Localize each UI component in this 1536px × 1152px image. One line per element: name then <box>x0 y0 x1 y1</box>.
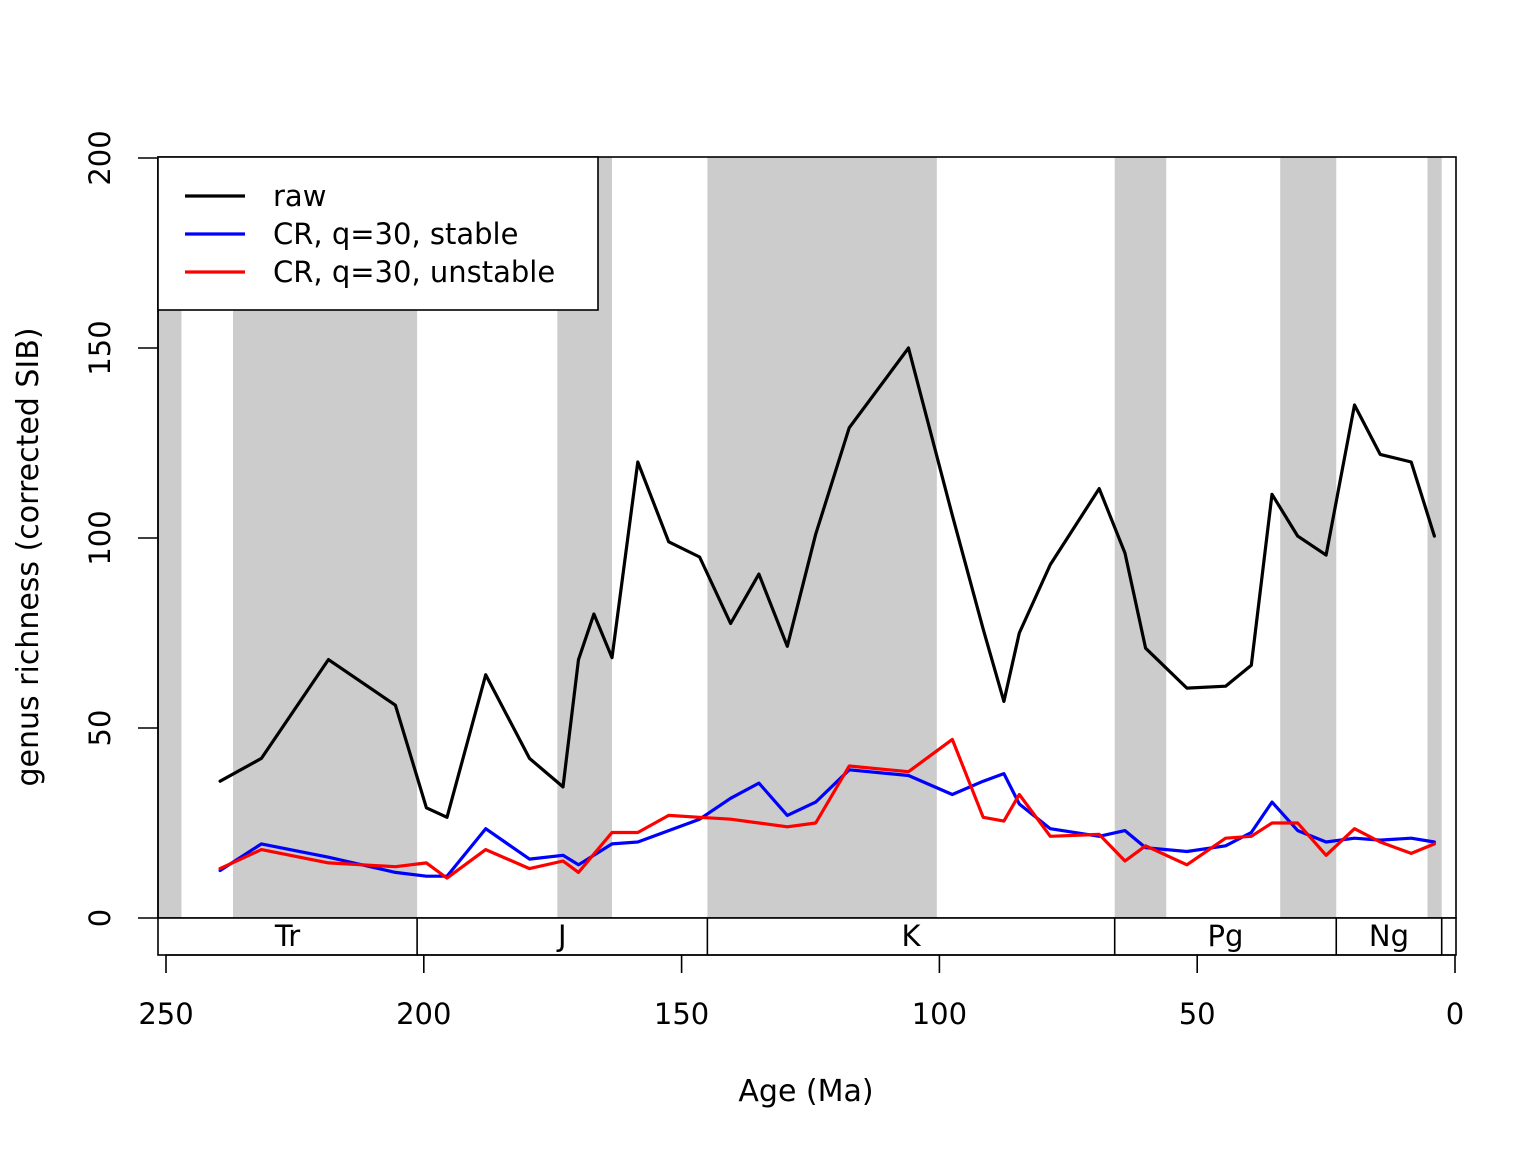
x-tick-label: 100 <box>912 997 967 1031</box>
x-axis-label: Age (Ma) <box>738 1074 873 1109</box>
period-bar: Tr J K Pg Ng <box>157 917 1457 956</box>
shaded-interval <box>1280 157 1337 918</box>
x-axis: 250 200 150 100 50 0 <box>138 954 1464 1031</box>
period-label: Ng <box>1369 919 1409 953</box>
y-tick-label: 200 <box>83 130 117 185</box>
series-line-3 <box>218 737 1437 880</box>
series-lines <box>218 346 1437 880</box>
y-tick-label: 150 <box>83 320 117 375</box>
shaded-intervals <box>158 157 1442 918</box>
shaded-interval <box>158 157 182 918</box>
y-tick-label: 0 <box>83 909 117 927</box>
series-line-1 <box>218 346 1437 819</box>
legend-label-3: CR, q=30, unstable <box>273 255 555 289</box>
legend: raw CR, q=30, stable CR, q=30, unstable <box>157 156 599 311</box>
legend-label-2: CR, q=30, stable <box>273 217 518 251</box>
series-line-2 <box>218 768 1437 878</box>
x-tick-label: 250 <box>138 997 193 1031</box>
x-tick-label: 0 <box>1446 997 1464 1031</box>
period-label: J <box>556 919 567 953</box>
shaded-interval <box>707 157 937 918</box>
y-axis-label: genus richness (corrected SIB) <box>11 327 46 786</box>
period-label: Tr <box>274 919 300 953</box>
legend-label-1: raw <box>273 179 326 213</box>
y-tick-label: 50 <box>83 710 117 747</box>
period-label: K <box>902 919 922 953</box>
y-axis: 0 50 100 150 200 <box>83 130 159 927</box>
x-tick-label: 150 <box>654 997 709 1031</box>
period-label: Pg <box>1208 919 1244 953</box>
period-bar-frame <box>157 917 1457 956</box>
x-tick-label: 50 <box>1179 997 1216 1031</box>
y-tick-label: 100 <box>83 510 117 565</box>
x-tick-label: 200 <box>396 997 451 1031</box>
shaded-interval <box>1114 157 1167 918</box>
